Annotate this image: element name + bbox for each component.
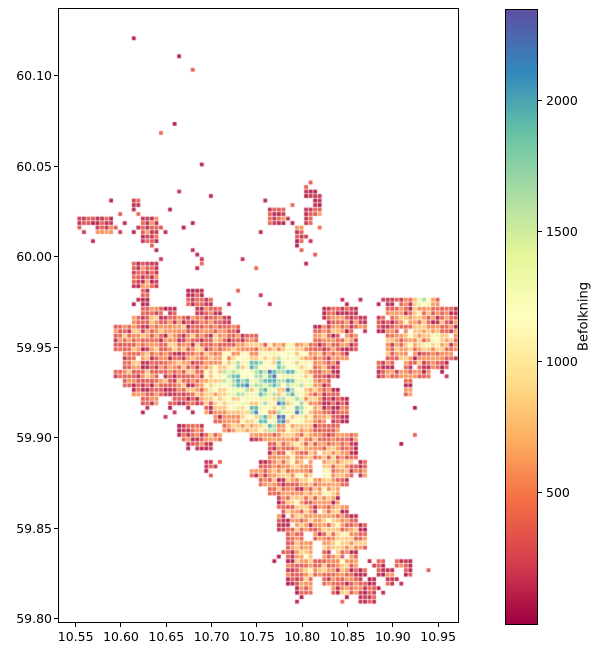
y-tick-label: 60.05 (16, 158, 52, 174)
colorbar (505, 9, 538, 625)
colorbar-tick (538, 491, 542, 493)
x-tick-label: 10.70 (193, 629, 230, 644)
x-tick-label: 10.60 (103, 629, 139, 644)
x-tick-label: 10.80 (284, 629, 321, 644)
x-tick (75, 623, 77, 627)
x-tick (437, 623, 439, 627)
y-tick-label: 59.95 (16, 339, 52, 355)
colorbar-tick (538, 361, 542, 363)
x-tick-label: 10.75 (239, 629, 275, 644)
colorbar-tick-label: 500 (546, 484, 570, 500)
x-tick-label: 10.95 (420, 629, 457, 644)
y-tick-label: 59.80 (16, 610, 52, 626)
x-tick (120, 623, 122, 627)
y-tick (54, 527, 58, 529)
colorbar-tick (538, 230, 542, 232)
colorbar-tick-label: 2000 (546, 92, 578, 108)
y-tick (54, 256, 58, 258)
x-tick (165, 623, 167, 627)
colorbar-tick-label: 1500 (546, 223, 578, 239)
x-tick (256, 623, 258, 627)
x-tick (211, 623, 213, 627)
y-tick (54, 75, 58, 77)
x-tick-label: 10.65 (148, 629, 185, 644)
x-tick-label: 10.55 (57, 629, 94, 644)
x-tick (301, 623, 303, 627)
y-tick-label: 59.85 (16, 520, 52, 536)
y-tick (54, 165, 58, 167)
x-tick (347, 623, 349, 627)
y-tick (54, 437, 58, 439)
heatmap-canvas (59, 9, 458, 622)
x-tick-label: 10.90 (374, 629, 411, 644)
y-tick (54, 346, 58, 348)
y-tick-label: 60.00 (16, 249, 52, 265)
x-tick-label: 10.85 (329, 629, 366, 644)
colorbar-tick-label: 1000 (546, 354, 578, 370)
x-tick (392, 623, 394, 627)
colorbar-tick (538, 99, 542, 101)
y-tick-label: 59.90 (16, 430, 52, 446)
y-tick-label: 60.10 (16, 68, 52, 84)
y-tick (54, 617, 58, 619)
